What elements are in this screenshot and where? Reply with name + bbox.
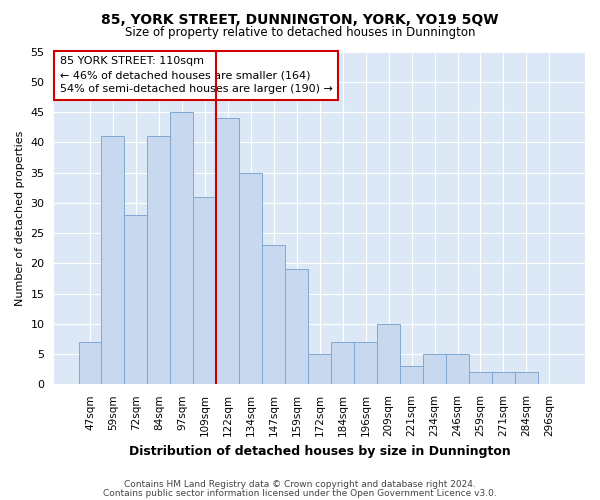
Bar (308, 354, 331, 384)
Bar (400, 366, 423, 384)
Text: 85, YORK STREET, DUNNINGTON, YORK, YO19 5QW: 85, YORK STREET, DUNNINGTON, YORK, YO19 … (101, 12, 499, 26)
Bar (170, 112, 193, 384)
Bar (193, 196, 217, 384)
Y-axis label: Number of detached properties: Number of detached properties (15, 130, 25, 306)
Bar (515, 372, 538, 384)
Bar (492, 372, 515, 384)
Text: Size of property relative to detached houses in Dunnington: Size of property relative to detached ho… (125, 26, 475, 39)
Bar (217, 118, 239, 384)
Bar (331, 342, 354, 384)
Bar (148, 136, 170, 384)
Text: 85 YORK STREET: 110sqm
← 46% of detached houses are smaller (164)
54% of semi-de: 85 YORK STREET: 110sqm ← 46% of detached… (60, 56, 332, 94)
Text: Contains HM Land Registry data © Crown copyright and database right 2024.: Contains HM Land Registry data © Crown c… (124, 480, 476, 489)
Bar (354, 342, 377, 384)
Bar (423, 354, 446, 384)
Bar (124, 215, 148, 384)
Bar (469, 372, 492, 384)
Bar (239, 172, 262, 384)
Bar (79, 342, 101, 384)
X-axis label: Distribution of detached houses by size in Dunnington: Distribution of detached houses by size … (129, 444, 511, 458)
Bar (377, 324, 400, 384)
Bar (101, 136, 124, 384)
Bar (446, 354, 469, 384)
Text: Contains public sector information licensed under the Open Government Licence v3: Contains public sector information licen… (103, 488, 497, 498)
Bar (262, 245, 285, 384)
Bar (285, 270, 308, 384)
